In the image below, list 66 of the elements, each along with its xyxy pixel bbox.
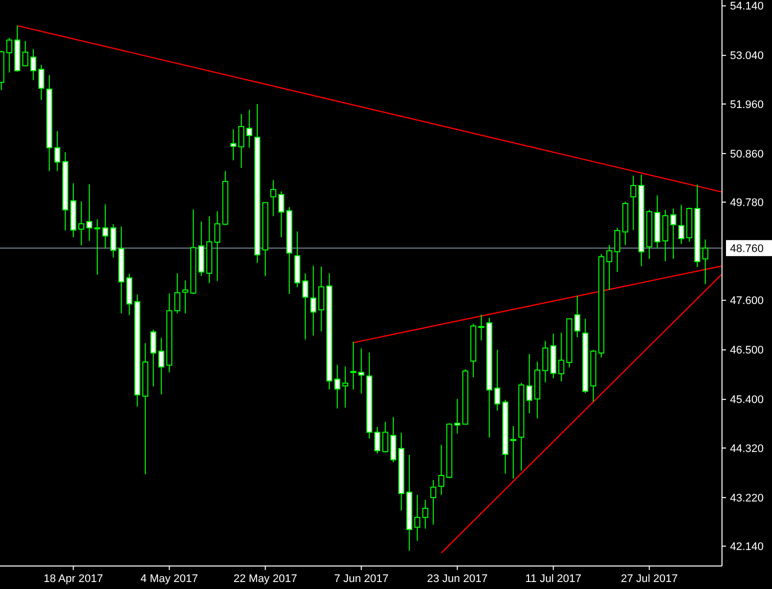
candlestick xyxy=(454,398,460,434)
candlestick xyxy=(54,130,60,172)
x-tick-label: 11 Jul 2017 xyxy=(525,573,582,585)
candlestick xyxy=(382,421,388,454)
y-tick-label: 54.140 xyxy=(730,0,764,13)
candlestick xyxy=(702,239,708,285)
candlestick xyxy=(94,218,100,276)
candlestick xyxy=(150,329,156,387)
candlestick xyxy=(174,272,180,314)
candlestick xyxy=(510,425,516,480)
candlestick xyxy=(350,341,356,390)
x-tick-label: 7 Jun 2017 xyxy=(334,573,389,585)
ref-line-label: 48.760 xyxy=(730,242,764,255)
candlestick xyxy=(102,204,108,250)
x-tick-label: 18 Apr 2017 xyxy=(44,573,103,585)
y-tick-label: 45.400 xyxy=(730,394,764,406)
candlestick xyxy=(110,224,116,258)
candlestick xyxy=(214,210,220,282)
candlestick xyxy=(558,332,564,382)
y-tick-label: 50.860 xyxy=(730,148,764,160)
candlestick xyxy=(374,426,380,454)
candlestick xyxy=(310,265,316,336)
candlestick xyxy=(630,175,636,231)
candlestick xyxy=(526,353,532,414)
candlestick xyxy=(86,184,92,242)
y-tick-label: 51.960 xyxy=(730,98,764,111)
x-tick-label: 22 May 2017 xyxy=(233,573,298,585)
candlestick xyxy=(430,479,436,526)
candlestick xyxy=(158,337,164,395)
candlestick xyxy=(182,280,188,314)
candlestick xyxy=(246,109,252,148)
y-tick-label: 49.780 xyxy=(730,197,764,210)
x-tick-label: 4 May 2017 xyxy=(140,573,198,585)
candlestick xyxy=(38,64,44,100)
y-tick-label: 53.040 xyxy=(730,50,764,62)
candlestick xyxy=(30,48,36,81)
candlestick xyxy=(542,340,548,383)
candlestick xyxy=(678,204,684,245)
candlestick xyxy=(478,314,484,341)
candlestick xyxy=(438,444,444,496)
candlestick xyxy=(670,208,676,260)
candlestick xyxy=(494,349,500,412)
candlestick xyxy=(6,37,12,73)
candlestick xyxy=(358,348,364,394)
candlestick xyxy=(302,272,308,340)
y-tick-label: 46.500 xyxy=(730,344,764,357)
candlestick xyxy=(422,499,428,530)
candlestick xyxy=(278,190,284,238)
candlestick xyxy=(238,113,244,168)
candlestick xyxy=(574,295,580,338)
y-tick-label: 44.320 xyxy=(730,442,764,455)
candlestick xyxy=(342,366,348,408)
candlestick xyxy=(270,180,276,217)
candlestick xyxy=(78,200,84,246)
candlestick xyxy=(606,244,612,290)
candlestick xyxy=(614,227,620,272)
y-tick-label: 42.140 xyxy=(730,541,764,554)
candlestick xyxy=(22,40,28,67)
y-tick-label: 43.220 xyxy=(730,492,764,504)
candlestick xyxy=(230,128,236,161)
candlestick xyxy=(318,266,324,332)
y-tick-label: 47.600 xyxy=(730,295,764,308)
x-tick-label: 27 Jul 2017 xyxy=(620,573,678,585)
candlestick xyxy=(334,364,340,409)
candlestick xyxy=(414,494,420,542)
x-tick-label: 23 Jun 2017 xyxy=(427,573,488,585)
